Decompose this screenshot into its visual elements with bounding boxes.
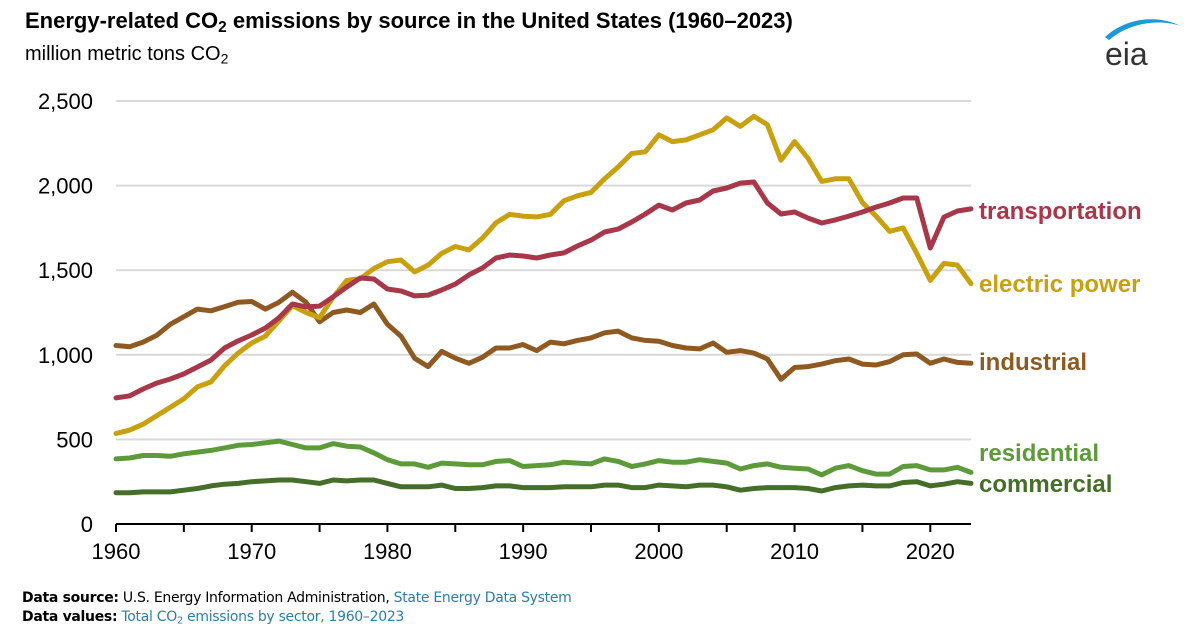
data-values-line: Data values: Total CO2 emissions by sect…	[22, 609, 405, 627]
series-line-electric-power	[113, 113, 974, 436]
series-label-residential: residential	[979, 440, 1099, 467]
y-axis: 0 500 1,000 1,500 2,000 2,500	[38, 89, 93, 537]
series-label-industrial: industrial	[979, 349, 1087, 376]
x-tick-label: 2010	[770, 539, 819, 564]
series-label-transportation: transportation	[979, 198, 1142, 225]
values-link-sub: 2	[176, 615, 183, 627]
x-tick-label: 1990	[499, 539, 548, 564]
x-tick-label: 1980	[363, 539, 412, 564]
source-label: Data source:	[22, 590, 119, 606]
data-source-line: Data source: U.S. Energy Information Adm…	[22, 590, 572, 606]
x-tick-label: 2020	[906, 539, 955, 564]
y-tick-label: 2,500	[38, 89, 93, 114]
eia-logo-text: eia	[1105, 36, 1148, 70]
eia-swoosh-icon	[1105, 19, 1181, 40]
title-subscript: 2	[218, 18, 227, 36]
y-tick-label: 1,000	[38, 343, 93, 368]
x-tick-label: 1960	[92, 539, 141, 564]
values-link-pre: Total CO	[117, 609, 177, 625]
subtitle-text: million metric tons CO	[25, 43, 221, 65]
y-tick-label: 1,500	[38, 258, 93, 283]
series-line-residential	[113, 438, 974, 478]
series-line-commercial	[113, 477, 974, 496]
title-text-pre: Energy-related CO	[25, 8, 219, 33]
values-link[interactable]: Total CO2 emissions by sector, 1960–2023	[117, 609, 405, 627]
series-line-transportation	[113, 179, 974, 401]
y-tick-label: 0	[81, 512, 93, 537]
series-lines	[113, 113, 974, 496]
chart-subtitle: million metric tons CO2	[25, 43, 228, 66]
gridlines	[116, 100, 971, 441]
source-text: U.S. Energy Information Administration,	[118, 590, 394, 606]
x-tick-label: 2000	[634, 539, 683, 564]
source-link[interactable]: State Energy Data System	[393, 590, 572, 606]
series-label-commercial: commercial	[979, 471, 1112, 498]
subtitle-subscript: 2	[220, 50, 229, 67]
chart-title: Energy-related CO2 emissions by source i…	[25, 8, 793, 36]
x-tick-label: 1970	[227, 539, 276, 564]
series-label-electric-power: electric power	[979, 271, 1140, 298]
values-link-post: emissions by sector, 1960–2023	[182, 609, 405, 625]
x-axis: 1960 1970 1980 1990 2000 2010 2020	[92, 523, 971, 564]
series-line-industrial	[113, 289, 974, 382]
series-labels: transportation electric power industrial re…	[979, 198, 1142, 498]
eia-logo[interactable]: eia	[1095, 10, 1190, 70]
y-tick-label: 2,000	[38, 174, 93, 199]
title-text-post: emissions by source in the United States…	[226, 8, 793, 33]
y-tick-label: 500	[56, 427, 93, 452]
values-label: Data values:	[22, 609, 118, 625]
